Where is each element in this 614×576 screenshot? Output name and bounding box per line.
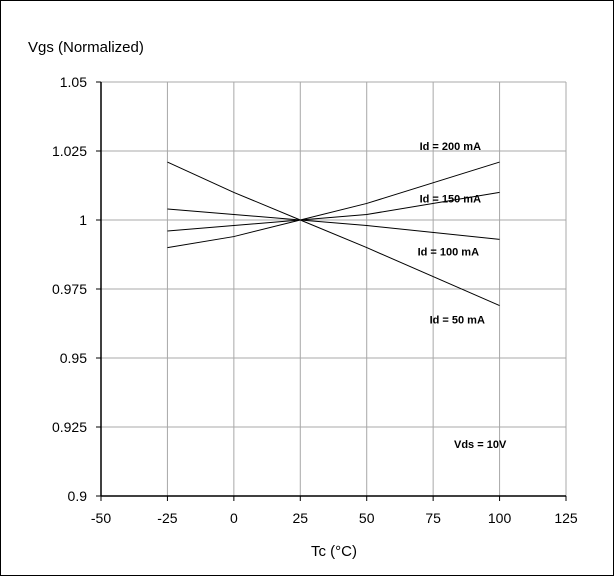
y-tick-label: 1.05: [60, 74, 87, 90]
series-layer: [167, 161, 500, 307]
y-axis-label: Vgs (Normalized): [28, 39, 144, 56]
vds-annotation: Vds = 10V: [454, 439, 507, 451]
series-label: Id = 200 mA: [420, 141, 482, 153]
x-tick-label: -25: [157, 510, 177, 526]
series-label: Id = 150 mA: [420, 193, 482, 205]
series-line: [167, 208, 500, 240]
x-tick-label: 100: [488, 510, 512, 526]
y-tick-label: 1: [79, 212, 87, 228]
x-tick-label: 0: [230, 510, 238, 526]
x-tick-label: 75: [425, 510, 441, 526]
x-tick-label: 125: [554, 510, 578, 526]
x-tick-label: 25: [292, 510, 308, 526]
x-axis-label: Tc (°C): [311, 543, 357, 560]
y-tick-label: 0.95: [60, 350, 87, 366]
y-tick-label: 0.925: [52, 419, 87, 435]
label-layer: -50 -25 0 25 50 75 100 125 0.9 0.925 0.95 0.975 1 1.0…: [52, 74, 578, 526]
y-tick-label: 0.975: [52, 281, 87, 297]
x-tick-label: -50: [91, 510, 111, 526]
series-line: [167, 161, 500, 307]
y-tick-label: 0.9: [68, 488, 88, 504]
grid-layer: [101, 81, 567, 496]
axis-layer: [96, 81, 567, 501]
y-tick-label: 1.025: [52, 143, 87, 159]
series-label: Id = 100 mA: [418, 246, 480, 258]
series-label: Id = 50 mA: [430, 315, 485, 327]
x-tick-label: 50: [359, 510, 375, 526]
